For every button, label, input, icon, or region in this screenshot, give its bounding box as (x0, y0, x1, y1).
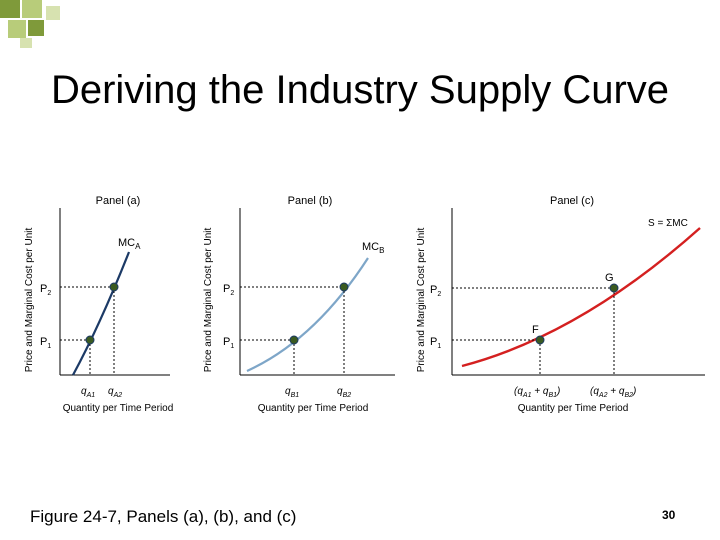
decor-square-6 (20, 38, 32, 48)
panel-a: Panel (a) Price and Marginal Cost per Un… (24, 195, 173, 414)
panel-a-xlabel: Quantity per Time Period (63, 403, 174, 414)
panel-c-supply-curve (461, 227, 701, 368)
panel-a-label: Panel (a) (96, 195, 141, 207)
panel-a-mc-label: MCA (118, 237, 141, 251)
panel-b-qb1-label: qB1 (285, 386, 299, 399)
panel-b-xlabel: Quantity per Time Period (258, 403, 369, 414)
panel-b-p2-label: P2 (223, 283, 234, 297)
panel-c: Panel (c) Price and Marginal Cost per Un… (416, 195, 705, 414)
decor-square-4 (28, 20, 44, 36)
page-number: 30 (662, 508, 676, 522)
figure-caption: Figure 24-7, Panels (a), (b), and (c) (30, 507, 297, 526)
panel-c-supply-label: S = ΣMC (648, 218, 688, 229)
panel-b-label: Panel (b) (288, 195, 333, 207)
panel-c-p1-label: P1 (430, 336, 441, 350)
panel-b-mc-label: MCB (362, 241, 384, 255)
panel-b-point-2 (339, 282, 349, 292)
panel-a-p2-label: P2 (40, 283, 51, 297)
panel-b-qb2-label: qB2 (337, 386, 351, 399)
panel-a-point-2 (109, 282, 119, 292)
panel-a-p1-label: P1 (40, 336, 51, 350)
panel-a-mc-curve (72, 251, 131, 376)
panel-c-ylabel: Price and Marginal Cost per Unit (416, 228, 427, 373)
panel-c-q2-label: (qA2 + qB2) (590, 386, 636, 399)
slide-title: Deriving the Industry Supply Curve (50, 68, 670, 112)
panel-b-point-1 (289, 335, 299, 345)
panel-c-f-label: F (532, 324, 539, 336)
panel-a-qa2-label: qA2 (108, 386, 122, 399)
panel-c-g-label: G (605, 272, 614, 284)
decor-square-5 (46, 6, 60, 20)
decor-square-3 (8, 20, 26, 38)
panel-b-p1-label: P1 (223, 336, 234, 350)
panel-a-point-1 (85, 335, 95, 345)
panel-b-ylabel: Price and Marginal Cost per Unit (203, 228, 214, 373)
panel-c-xlabel: Quantity per Time Period (518, 403, 629, 414)
panel-c-q1-label: (qA1 + qB1) (514, 386, 560, 399)
panel-c-p2-label: P2 (430, 284, 441, 298)
panel-c-point-g (609, 283, 619, 293)
panel-c-point-f (535, 335, 545, 345)
panel-b: Panel (b) Price and Marginal Cost per Un… (203, 195, 395, 414)
decor-square-1 (0, 0, 20, 18)
panel-a-qa1-label: qA1 (81, 386, 95, 399)
panel-a-ylabel: Price and Marginal Cost per Unit (24, 228, 35, 373)
panel-c-label: Panel (c) (550, 195, 594, 207)
panel-b-mc-curve (246, 257, 369, 373)
decor-square-2 (22, 0, 42, 18)
